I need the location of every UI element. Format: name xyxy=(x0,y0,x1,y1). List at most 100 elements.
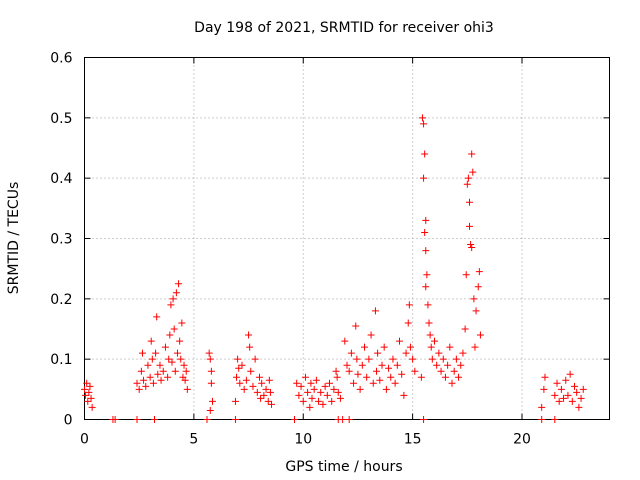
data-point xyxy=(307,379,315,387)
data-point xyxy=(369,379,377,387)
data-point xyxy=(332,367,340,375)
data-point xyxy=(361,343,368,351)
data-point xyxy=(353,355,361,363)
data-point xyxy=(208,397,216,405)
data-point xyxy=(469,168,477,176)
data-point xyxy=(156,361,164,369)
data-point xyxy=(466,222,473,230)
data-point xyxy=(420,416,428,423)
data-point xyxy=(203,416,211,423)
data-point xyxy=(422,216,430,224)
data-point xyxy=(142,382,150,390)
data-point xyxy=(166,331,174,339)
data-point xyxy=(207,379,215,387)
data-point xyxy=(317,388,325,396)
data-point xyxy=(380,343,388,351)
data-point xyxy=(475,268,483,276)
data-point xyxy=(431,337,438,345)
data-point xyxy=(411,367,419,375)
data-point xyxy=(571,382,578,390)
data-point xyxy=(420,174,428,182)
data-point xyxy=(345,367,353,375)
data-point xyxy=(435,349,443,357)
data-point xyxy=(468,244,476,252)
data-point xyxy=(466,198,473,206)
data-point xyxy=(405,301,413,309)
data-point xyxy=(177,355,185,363)
data-point xyxy=(557,385,565,393)
y-tick-label: 0 xyxy=(64,413,73,429)
data-point xyxy=(367,331,375,339)
data-point xyxy=(233,373,241,381)
data-point xyxy=(111,416,119,423)
data-point xyxy=(541,373,549,381)
data-point xyxy=(345,416,353,423)
data-point xyxy=(170,325,178,333)
data-points xyxy=(81,114,587,423)
data-point xyxy=(551,416,559,423)
data-point xyxy=(137,367,145,375)
data-point xyxy=(396,337,403,345)
data-point xyxy=(425,319,433,327)
y-tick-label: 0.2 xyxy=(50,292,72,308)
data-point xyxy=(389,355,397,363)
data-point xyxy=(376,376,384,384)
x-axis-label: GPS time / hours xyxy=(285,459,402,475)
data-point xyxy=(457,361,465,369)
data-point xyxy=(450,367,458,375)
data-point xyxy=(540,385,548,393)
data-point xyxy=(206,406,214,414)
y-tick-label: 0.3 xyxy=(50,232,72,248)
data-point xyxy=(404,319,412,327)
data-point xyxy=(555,397,563,405)
data-point xyxy=(334,388,342,396)
x-tick-label: 15 xyxy=(404,432,422,448)
data-point xyxy=(84,397,92,405)
data-point xyxy=(471,343,479,351)
data-point xyxy=(268,400,276,408)
data-point xyxy=(308,394,316,402)
data-point xyxy=(566,370,574,378)
data-point xyxy=(472,307,480,315)
data-point xyxy=(178,319,186,327)
data-point xyxy=(402,349,410,357)
x-tick-label: 10 xyxy=(294,432,312,448)
data-point xyxy=(560,394,568,402)
data-point xyxy=(169,295,177,303)
data-point xyxy=(304,388,312,396)
data-point xyxy=(299,397,307,405)
data-point xyxy=(363,373,371,381)
data-point xyxy=(249,382,257,390)
data-point xyxy=(205,349,213,357)
data-point xyxy=(433,361,441,369)
data-point xyxy=(167,301,175,309)
x-tick-label: 20 xyxy=(513,432,531,448)
data-point xyxy=(172,289,180,297)
data-point xyxy=(231,397,239,405)
data-point xyxy=(256,373,263,381)
data-point xyxy=(462,271,470,279)
data-point xyxy=(417,373,425,381)
data-point xyxy=(238,361,246,369)
data-point xyxy=(182,367,190,375)
data-point xyxy=(464,174,472,182)
data-point xyxy=(365,355,373,363)
y-tick-label: 0.4 xyxy=(50,171,72,187)
data-point xyxy=(356,385,364,393)
data-point xyxy=(157,376,165,384)
data-point xyxy=(152,349,160,357)
data-point xyxy=(393,361,401,369)
data-point xyxy=(321,382,329,390)
data-point xyxy=(347,349,355,357)
data-point xyxy=(245,331,253,339)
data-point xyxy=(291,416,298,423)
data-point xyxy=(426,331,434,339)
data-point xyxy=(421,228,429,236)
x-tick-label: 0 xyxy=(80,432,89,448)
data-point xyxy=(236,379,244,387)
data-point xyxy=(293,379,301,387)
data-point xyxy=(147,337,155,345)
data-point xyxy=(133,379,141,387)
data-point xyxy=(343,361,351,369)
data-point xyxy=(350,379,358,387)
